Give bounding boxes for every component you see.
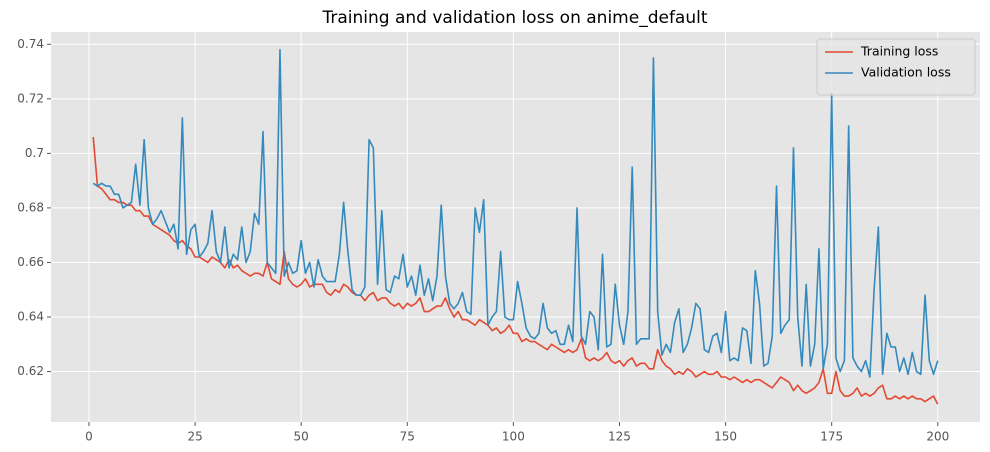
y-tick-label: 0.64 (17, 310, 44, 324)
x-tick-label: 0 (85, 430, 93, 444)
y-tick-label: 0.74 (17, 37, 44, 51)
x-tick-label: 150 (714, 430, 737, 444)
x-tick-label: 25 (187, 430, 202, 444)
legend-label: Training loss (860, 44, 938, 59)
legend-label: Validation loss (861, 65, 951, 80)
line-series (92, 136, 939, 405)
x-tick-label: 175 (820, 430, 843, 444)
x-tick-label: 75 (400, 430, 415, 444)
y-tick-label: 0.66 (17, 255, 44, 269)
chart-title: Training and validation loss on anime_de… (321, 8, 707, 28)
x-tick-label: 50 (294, 430, 309, 444)
line-series (92, 48, 939, 378)
y-tick-label: 0.68 (17, 200, 44, 214)
y-tick-label: 0.72 (17, 91, 44, 105)
x-tick-label: 125 (608, 430, 631, 444)
x-tick-label: 100 (502, 430, 525, 444)
y-tick-label: 0.62 (17, 364, 44, 378)
x-tick-label: 200 (926, 430, 949, 444)
legend-box (816, 38, 976, 96)
y-tick-label: 0.7 (25, 146, 44, 160)
